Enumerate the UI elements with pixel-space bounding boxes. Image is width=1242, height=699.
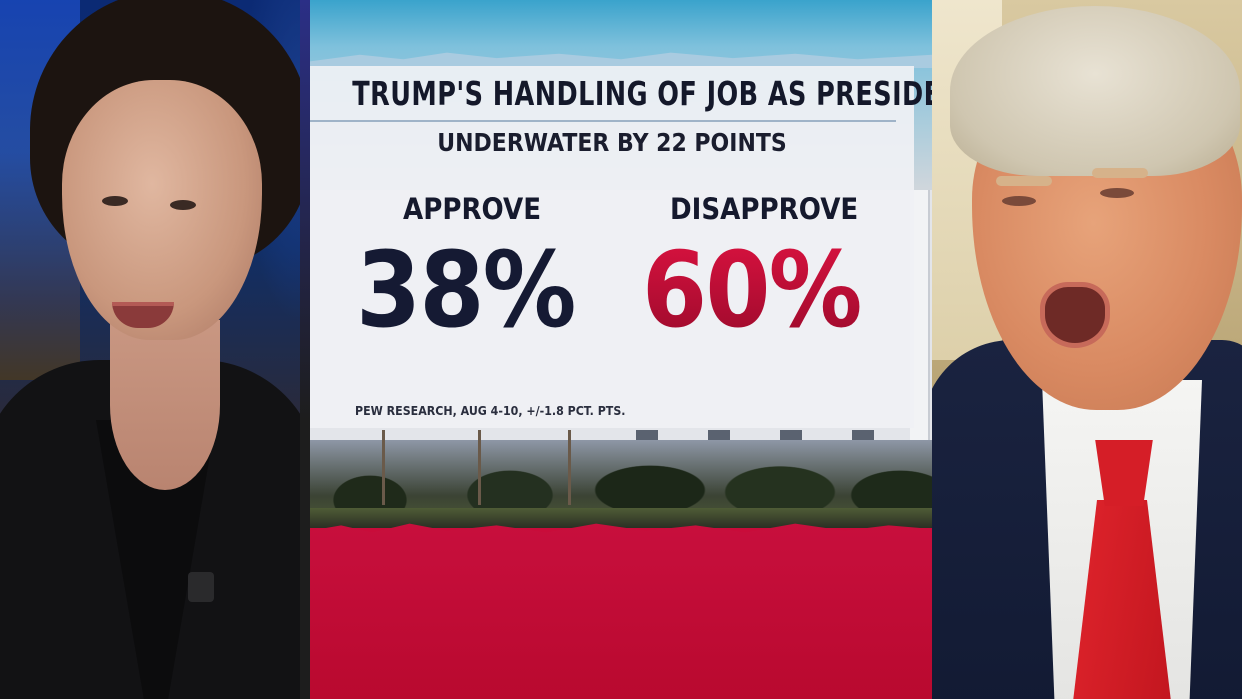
subject-right-eye <box>1100 188 1134 198</box>
red-torn-paper-band <box>310 523 932 699</box>
panel-divider <box>300 0 310 699</box>
lawn <box>310 508 932 528</box>
bare-tree <box>382 430 385 505</box>
poll-card: TRUMP'S HANDLING OF JOB AS PRESIDENT UND… <box>310 66 932 428</box>
white-house-column <box>910 190 928 460</box>
anchor-right-eye <box>170 200 196 210</box>
subject-mouth <box>1040 282 1110 348</box>
subject-left-brow <box>996 176 1052 186</box>
anchor-face <box>62 80 262 340</box>
anchor-left-eye <box>102 196 128 206</box>
bare-tree <box>568 430 571 505</box>
poll-title: TRUMP'S HANDLING OF JOB AS PRESIDENT <box>352 74 932 113</box>
disapprove-label: DISAPPROVE <box>670 192 859 226</box>
subject-right-brow <box>1092 168 1148 178</box>
torn-edge-top <box>310 52 932 68</box>
subject-tie-knot <box>1095 440 1153 506</box>
poll-source: PEW RESEARCH, AUG 4-10, +/-1.8 PCT. PTS. <box>355 404 626 418</box>
right-subject-photo <box>932 0 1242 699</box>
lapel-microphone-icon <box>188 572 214 602</box>
tree-line <box>310 440 932 520</box>
poll-subtitle: UNDERWATER BY 22 POINTS <box>437 128 787 157</box>
bare-tree <box>478 430 481 505</box>
title-divider <box>310 120 896 122</box>
subject-hair <box>950 6 1240 176</box>
disapprove-percentage: 60% <box>642 229 862 351</box>
poll-graphic: TRUMP'S HANDLING OF JOB AS PRESIDENT UND… <box>310 0 932 699</box>
left-anchor-video <box>0 0 310 699</box>
approve-label: APPROVE <box>403 192 542 226</box>
subject-left-eye <box>1002 196 1036 206</box>
approve-percentage: 38% <box>356 229 576 351</box>
anchor-neck <box>110 320 220 490</box>
